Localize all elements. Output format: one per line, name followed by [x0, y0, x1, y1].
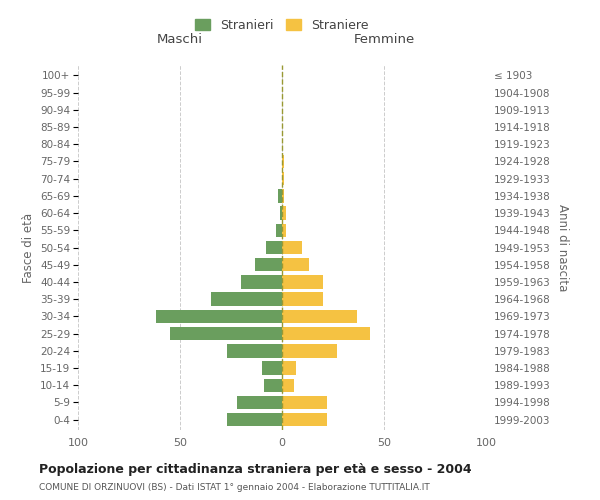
Bar: [278, 189, 282, 202]
Bar: [276, 224, 282, 237]
Bar: [282, 378, 294, 392]
Legend: Stranieri, Straniere: Stranieri, Straniere: [190, 14, 374, 37]
Bar: [241, 275, 282, 288]
Bar: [263, 378, 282, 392]
Bar: [262, 362, 282, 374]
Bar: [170, 327, 282, 340]
Bar: [282, 275, 323, 288]
Text: Maschi: Maschi: [157, 33, 203, 46]
Bar: [282, 172, 284, 186]
Bar: [282, 224, 286, 237]
Bar: [155, 310, 282, 323]
Bar: [237, 396, 282, 409]
Bar: [211, 292, 282, 306]
Bar: [227, 413, 282, 426]
Bar: [256, 258, 282, 272]
Bar: [282, 241, 302, 254]
Bar: [282, 344, 337, 358]
Y-axis label: Fasce di età: Fasce di età: [22, 212, 35, 282]
Bar: [282, 292, 323, 306]
Bar: [282, 189, 284, 202]
Text: Femmine: Femmine: [353, 33, 415, 46]
Text: Popolazione per cittadinanza straniera per età e sesso - 2004: Popolazione per cittadinanza straniera p…: [39, 462, 472, 475]
Bar: [282, 327, 370, 340]
Bar: [227, 344, 282, 358]
Bar: [282, 258, 308, 272]
Bar: [282, 362, 296, 374]
Bar: [282, 310, 358, 323]
Bar: [282, 413, 327, 426]
Bar: [282, 206, 286, 220]
Bar: [282, 396, 327, 409]
Bar: [280, 206, 282, 220]
Y-axis label: Anni di nascita: Anni di nascita: [556, 204, 569, 291]
Text: COMUNE DI ORZINUOVI (BS) - Dati ISTAT 1° gennaio 2004 - Elaborazione TUTTITALIA.: COMUNE DI ORZINUOVI (BS) - Dati ISTAT 1°…: [39, 484, 430, 492]
Bar: [266, 241, 282, 254]
Bar: [282, 154, 284, 168]
